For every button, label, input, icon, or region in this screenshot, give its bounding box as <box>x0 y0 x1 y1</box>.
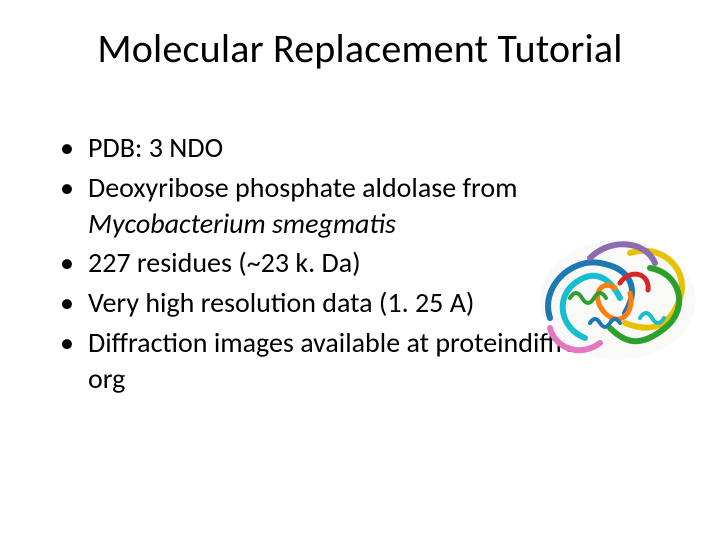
bullet-list: PDB: 3 NDO Deoxyribose phosphate aldolas… <box>60 130 660 397</box>
bullet-text: 227 residues (~23 k. Da) <box>88 245 361 280</box>
slide-title: Molecular Replacement Tutorial <box>0 24 720 73</box>
bullet-text: Deoxyribose phosphate aldolase from <box>88 170 517 205</box>
slide-body: PDB: 3 NDO Deoxyribose phosphate aldolas… <box>60 130 660 401</box>
bullet-text: Very high resolution data (1. 25 A) <box>88 285 474 320</box>
bullet-item: Deoxyribose phosphate aldolase from Myco… <box>60 170 660 242</box>
bullet-item: 227 residues (~23 k. Da) <box>60 245 660 281</box>
bullet-item: Diffraction images available at proteind… <box>60 325 660 397</box>
bullet-item: Very high resolution data (1. 25 A) <box>60 285 660 321</box>
slide: Molecular Replacement Tutorial PDB: 3 ND… <box>0 0 720 540</box>
bullet-item: PDB: 3 NDO <box>60 130 660 166</box>
bullet-text: Diffraction images available at <box>88 325 435 360</box>
bullet-text: PDB: 3 NDO <box>88 130 223 165</box>
bullet-text-italic: Mycobacterium smegmatis <box>88 206 396 241</box>
